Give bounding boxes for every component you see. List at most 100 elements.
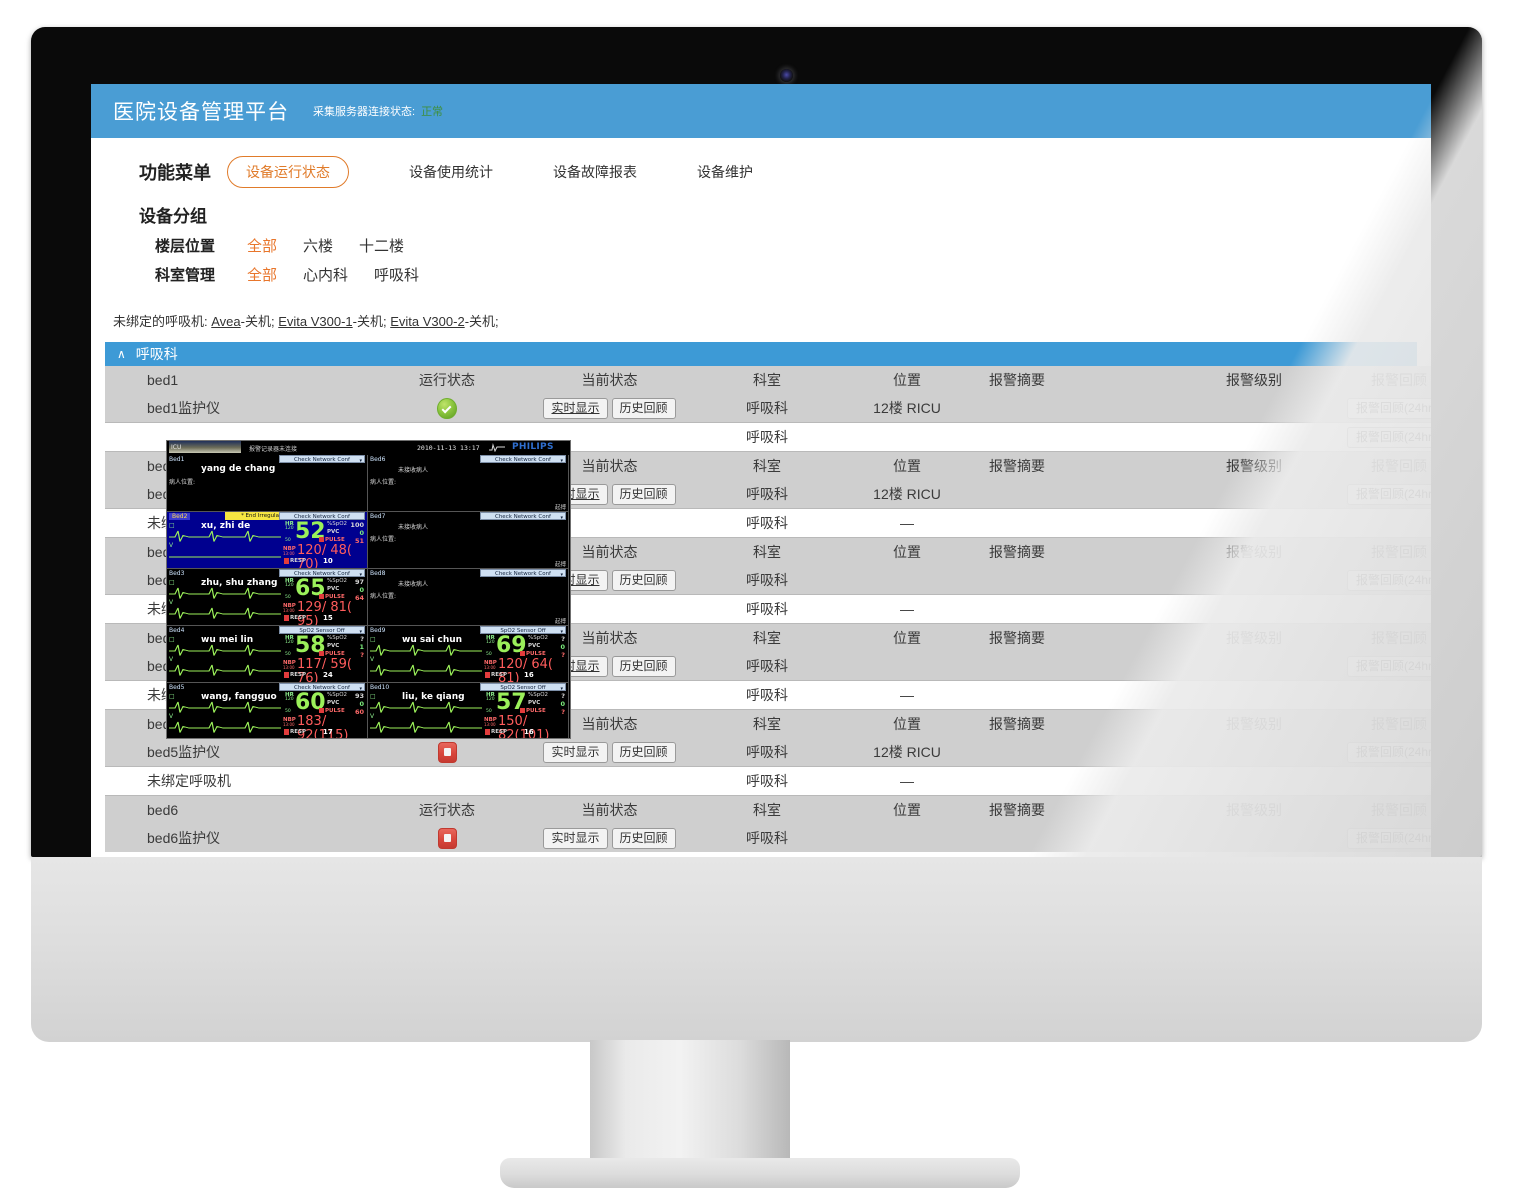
philips-spo2-value: ? — [561, 692, 565, 700]
live-display-button[interactable]: 实时显示 — [543, 741, 608, 763]
history-review-button[interactable]: 历史回顾 — [611, 397, 676, 419]
live-display-button[interactable]: 实时显示 — [543, 397, 608, 419]
philips-recorder-status: 报警记录器未连接 — [249, 446, 298, 453]
philips-tile-bed-label: Bed7 — [370, 513, 386, 520]
philips-pace-label: 起搏 — [554, 562, 566, 568]
alarm-review-24hrs-button[interactable]: 报警回顾(24hrs) — [1346, 741, 1431, 763]
philips-pvc-label: PVC — [528, 700, 541, 706]
unbound-link-evita-v300-2[interactable]: Evita V300-2 — [390, 314, 465, 329]
philips-pulse-label: PULSE — [526, 708, 546, 714]
filter-floor-option-all[interactable]: 全部 — [247, 238, 278, 255]
philips-nbp-time: 13:00 — [283, 551, 295, 556]
col-current-state: 当前状态 — [522, 795, 697, 824]
philips-datetime: 2010-11-13 13:17 — [417, 444, 480, 452]
ok-icon — [437, 397, 457, 419]
philips-tile-bed5[interactable]: Bed5 Check Network Conf ▾ wang, fangguo □ V HR… — [167, 683, 368, 738]
alarm-review-24hrs-button[interactable]: 报警回顾(24hrs) — [1346, 827, 1431, 849]
col-department: 科室 — [753, 372, 781, 388]
department-cell: 呼吸科 — [746, 400, 788, 416]
col-location: 位置 — [837, 537, 977, 566]
philips-nbp-time: 13:00 — [484, 665, 496, 670]
history-review-button[interactable]: 历史回顾 — [611, 569, 676, 591]
col-alarm-summary: 报警摘要 — [977, 709, 1189, 738]
philips-central-station-overlay[interactable]: ICU 报警记录器未连接 2010-11-13 13:17 PHILIPS Be… — [166, 440, 571, 739]
ecg-waveform-icon — [169, 644, 281, 656]
philips-resp-value: 10 — [323, 557, 333, 565]
alarm-level-cell — [1189, 594, 1319, 624]
philips-pulse-label: PULSE — [325, 708, 345, 714]
col-current-state: 当前状态 — [581, 372, 638, 388]
alarm-off-icon — [284, 672, 289, 678]
live-display-button[interactable]: 实时显示 — [543, 827, 608, 849]
alarm-review-24hrs-button[interactable]: 报警回顾(24hrs) — [1346, 426, 1431, 448]
filter-department-option-cardiology[interactable]: 心内科 — [303, 267, 349, 284]
filter-department-option-respiratory[interactable]: 呼吸科 — [374, 267, 420, 284]
alarm-off-icon — [319, 651, 324, 656]
tab-device-run-state[interactable]: 设备运行状态 — [227, 156, 349, 188]
history-review-button[interactable]: 历史回顾 — [611, 483, 676, 505]
tab-device-maintenance[interactable]: 设备维护 — [697, 164, 753, 180]
location-cell — [837, 824, 977, 852]
philips-tile-bed10[interactable]: Bed10 SpO2 Sensor Off ▾ liu, ke qiang □ V HR 12… — [368, 683, 569, 738]
philips-hr-low-limit: 50 — [285, 538, 291, 543]
filter-department-option-all[interactable]: 全部 — [247, 267, 278, 284]
philips-network-conf-select[interactable]: Check Network Conf ▾ — [480, 455, 566, 464]
philips-tile-bed8[interactable]: Bed8 Check Network Conf ▾ 未接收病人 病人位置: 起搏 — [368, 569, 569, 626]
philips-tile-bed4[interactable]: Bed4 SpO2 Sensor Off ▾ wu mei lin □ V HR 120 50 5… — [167, 626, 368, 683]
alarm-review-24hrs-button[interactable]: 报警回顾(24hrs) — [1346, 569, 1431, 591]
tab-device-usage-stats[interactable]: 设备使用统计 — [409, 164, 493, 180]
col-location: 位置 — [837, 451, 977, 480]
alarm-summary-cell — [977, 508, 1189, 538]
alarm-level-cell — [1189, 566, 1319, 595]
alarm-review-24hrs-button[interactable]: 报警回顾(24hrs) — [1346, 397, 1431, 419]
col-location: 位置 — [893, 372, 921, 388]
philips-tile-bed7[interactable]: Bed7 Check Network Conf ▾ 未接收病人 病人位置: 起搏 — [368, 512, 569, 569]
department-cell: 呼吸科 — [697, 422, 837, 452]
philips-patient-name: yang de chang — [201, 464, 276, 474]
history-review-button[interactable]: 历史回顾 — [611, 655, 676, 677]
alarm-review-24hrs-button[interactable]: 报警回顾(24hrs) — [1346, 655, 1431, 677]
filter-floor-option-12f[interactable]: 十二楼 — [359, 238, 405, 255]
filter-floor-option-6f[interactable]: 六楼 — [303, 238, 334, 255]
history-review-button[interactable]: 历史回顾 — [611, 741, 676, 763]
table-row-header-bed1: bed1 运行状态 当前状态 科室 位置 报警摘要 报警级别 报警回顾 — [105, 366, 1431, 394]
department-cell: 呼吸科 — [746, 572, 788, 588]
philips-network-conf-select[interactable]: Check Network Conf ▾ — [279, 455, 365, 464]
tab-device-fault-report[interactable]: 设备故障报表 — [553, 164, 637, 180]
col-alarm-level: 报警级别 — [1189, 623, 1319, 652]
group-bar-respiratory[interactable]: ∧ 呼吸科 — [105, 342, 1417, 366]
filter-floor: 楼层位置 全部 六楼 十二楼 — [91, 227, 1431, 256]
alarm-review-24hrs-button[interactable]: 报警回顾(24hrs) — [1346, 483, 1431, 505]
philips-resp-value: 24 — [323, 671, 333, 679]
unbound-link-avea[interactable]: Avea — [211, 314, 241, 329]
hospital-device-management-app: 医院设备管理平台 采集服务器连接状态: 正常 功能菜单 设备运行状态 设备使用统… — [91, 84, 1431, 874]
alarm-level-cell — [1189, 480, 1319, 509]
alarm-review-cell: 报警回顾(24hrs) — [1319, 824, 1431, 852]
philips-tile-bed9[interactable]: Bed9 SpO2 Sensor Off ▾ wu sai chun □ V HR 120 50… — [368, 626, 569, 683]
waveform-icon — [489, 443, 505, 452]
monitor-base — [31, 857, 1482, 1042]
philips-resp-value: 16 — [524, 671, 534, 679]
philips-pace-label: 起搏 — [554, 619, 566, 625]
philips-tile-bed6[interactable]: Bed6 Check Network Conf ▾ 未接收病人 病人位置: 起搏 — [368, 455, 569, 512]
philips-resp-label: RESP — [491, 672, 507, 678]
philips-hr-low-limit: 50 — [285, 709, 291, 714]
history-review-button[interactable]: 历史回顾 — [611, 827, 676, 849]
alarm-review-cell: 报警回顾(24hrs) — [1319, 652, 1431, 681]
philips-tile-bed2[interactable]: Bed2 * End Irregular HR Check Network Conf… — [167, 512, 368, 569]
philips-tile-bed3[interactable]: Bed3 Check Network Conf ▾ zhu, shu zhang □ V H… — [167, 569, 368, 626]
location-cell: — — [837, 766, 977, 796]
ecg-waveform-icon — [370, 721, 482, 733]
alarm-summary-cell — [977, 594, 1189, 624]
alarm-summary-cell — [977, 680, 1189, 710]
alarm-review-cell — [1319, 766, 1431, 796]
location-cell: — — [837, 508, 977, 538]
unbound-link-evita-v300-1[interactable]: Evita V300-1 — [278, 314, 353, 329]
ecg-waveform-icon — [169, 556, 281, 558]
alarm-review-cell — [1319, 508, 1431, 538]
philips-tile-bed1[interactable]: Bed1 Check Network Conf ▾ yang de chang 病人位置… — [167, 455, 368, 512]
philips-tile-bed-label: Bed5 — [169, 684, 185, 691]
philips-network-conf-select[interactable]: Check Network Conf ▾ — [480, 512, 566, 521]
col-alarm-level: 报警级别 — [1226, 372, 1282, 388]
philips-network-conf-select[interactable]: Check Network Conf ▾ — [480, 569, 566, 578]
